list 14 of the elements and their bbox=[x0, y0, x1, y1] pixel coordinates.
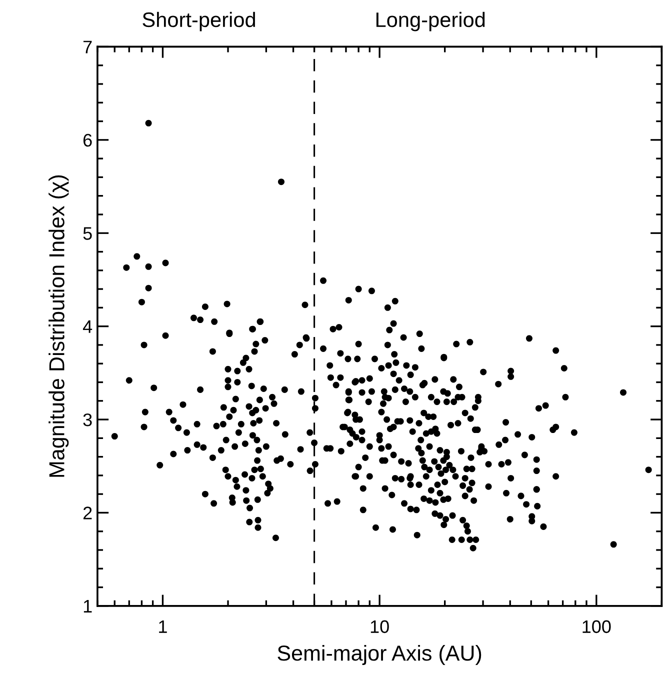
y-tick-label: 7 bbox=[83, 40, 92, 54]
y-tick-label: 6 bbox=[83, 134, 92, 147]
x-tick-label: 10 bbox=[370, 620, 389, 634]
y-tick-label: 1 bbox=[84, 600, 92, 612]
y-tick-label: 4 bbox=[82, 320, 92, 333]
x-tick-label: 100 bbox=[582, 620, 611, 634]
y-tick-label: 5 bbox=[83, 227, 92, 240]
y-tick-label: 2 bbox=[83, 506, 92, 520]
x-axis-title: Semi-major Axis (AU) bbox=[278, 644, 482, 666]
text: Long-period bbox=[376, 12, 485, 32]
text: Short-period bbox=[142, 12, 256, 32]
y-tick-label: 3 bbox=[83, 413, 92, 426]
y-axis-title: Magnitude Distribution Index (χ) bbox=[48, 175, 69, 477]
x-tick-label: 1 bbox=[159, 620, 167, 633]
